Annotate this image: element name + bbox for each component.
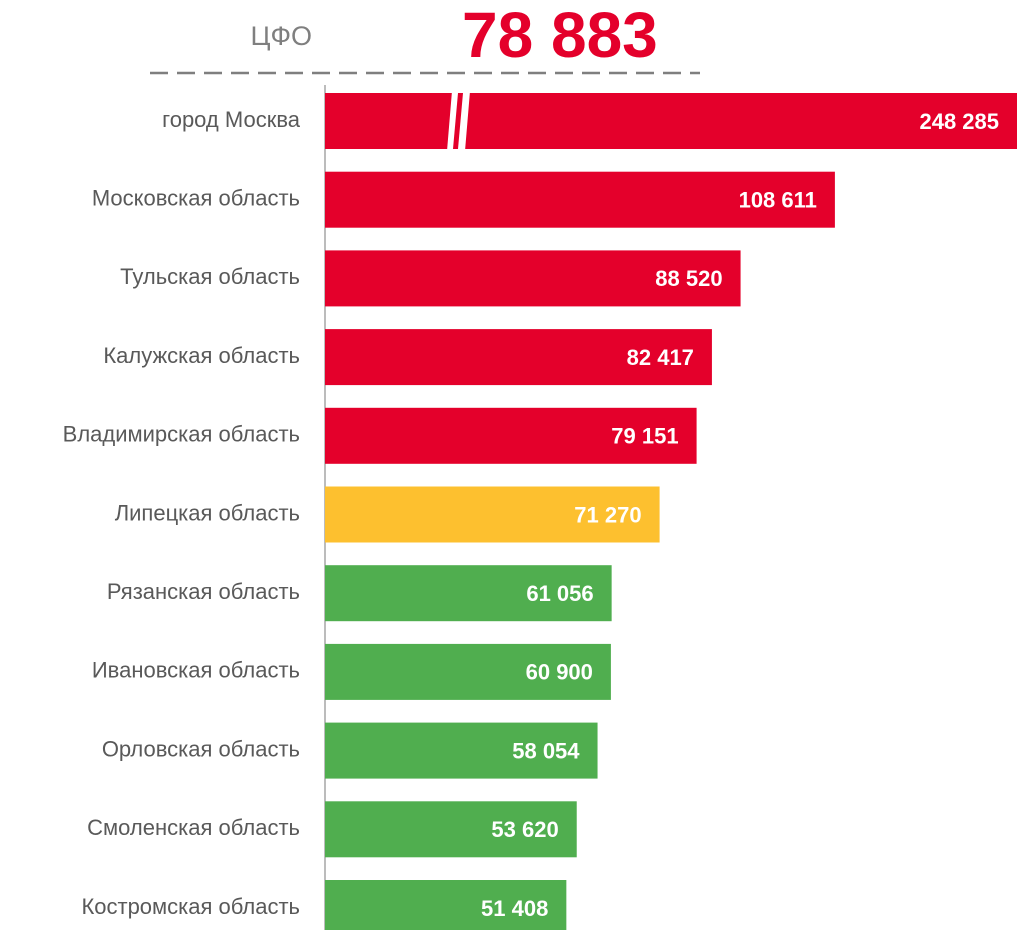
bar [325, 722, 598, 779]
bars [325, 93, 1017, 930]
data-label: 51 408 [481, 896, 548, 921]
y-tick-label: город Москва [162, 107, 301, 132]
reference-value: 78 883 [462, 0, 658, 71]
bar [325, 250, 741, 307]
data-label: 60 900 [526, 660, 593, 685]
bar [325, 329, 712, 386]
bar [325, 486, 660, 543]
axis-break-edge [453, 93, 463, 149]
data-label: 248 285 [919, 109, 999, 134]
bar [325, 880, 567, 930]
y-tick-label: Ивановская область [92, 658, 300, 683]
data-label: 79 151 [611, 424, 678, 449]
y-tick-label: Орловская область [102, 736, 300, 761]
y-tick-label: Калужская область [103, 343, 300, 368]
data-label: 82 417 [627, 345, 694, 370]
data-label: 88 520 [655, 266, 722, 291]
y-tick-label: Владимирская область [63, 422, 300, 447]
data-label: 71 270 [574, 502, 641, 527]
bar [325, 171, 835, 228]
data-label: 61 056 [526, 581, 593, 606]
bar [325, 93, 1017, 149]
y-tick-label: Тульская область [120, 264, 300, 289]
y-tick-label: Костромская область [81, 894, 300, 919]
bar [325, 643, 611, 700]
bar [325, 407, 697, 464]
data-label: 108 611 [739, 188, 817, 213]
reference-label: ЦФО [250, 21, 312, 51]
y-tick-label: Смоленская область [87, 815, 300, 840]
bar [325, 801, 577, 858]
data-label: 53 620 [491, 817, 558, 842]
y-tick-label: Рязанская область [107, 579, 300, 604]
y-tick-label: Липецкая область [115, 500, 300, 525]
y-tick-label: Московская область [92, 186, 300, 211]
data-label: 58 054 [512, 738, 580, 763]
bar [325, 565, 612, 622]
